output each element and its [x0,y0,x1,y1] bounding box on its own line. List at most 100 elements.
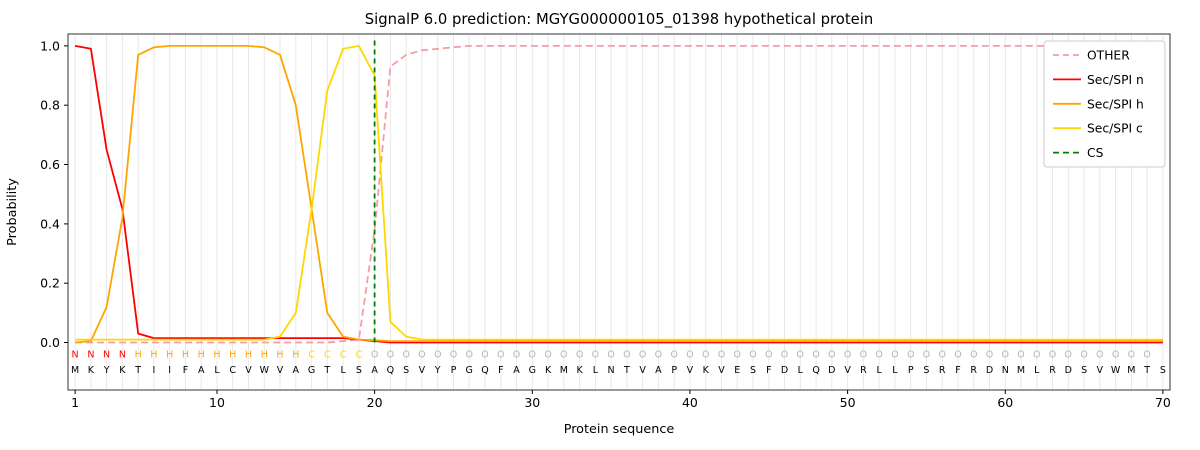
x-tick-label: 20 [367,395,383,410]
region-letter: O [576,349,583,360]
region-letter: O [938,349,945,360]
residue-letter: K [88,365,95,376]
region-letter: O [1096,349,1103,360]
region-letter: O [1049,349,1056,360]
legend-label-h: Sec/SPI h [1087,97,1144,111]
region-letter: H [182,349,189,360]
residue-letter: L [1034,365,1040,376]
region-letter: O [765,349,772,360]
region-letter: O [970,349,977,360]
residue-letter: S [403,365,409,376]
residue-letter: L [876,365,882,376]
residue-letter: S [356,365,362,376]
y-tick-label: 0.8 [40,98,60,113]
region-letter: C [308,349,315,360]
x-tick-label: 70 [1155,395,1171,410]
region-letter: O [544,349,551,360]
region-letter: O [529,349,536,360]
legend-label-n: Sec/SPI n [1087,73,1144,87]
x-tick-label: 40 [682,395,698,410]
residue-letter: R [1049,365,1056,376]
residue-letter: T [1143,365,1150,376]
residue-letter: F [955,365,960,376]
legend-label-other: OTHER [1087,49,1130,63]
residue-letter: L [892,365,898,376]
region-letter: O [812,349,819,360]
region-letter: O [1112,349,1119,360]
region-letter: O [418,349,425,360]
legend-label-cs: CS [1087,146,1104,160]
region-letter: O [450,349,457,360]
residue-letter: R [860,365,867,376]
region-letter: O [465,349,472,360]
x-tick-label: 30 [524,395,540,410]
residue-letter: E [734,365,740,376]
residue-letter: V [718,365,725,376]
region-letter: O [402,349,409,360]
residue-letter: S [1081,365,1087,376]
y-tick-label: 0.2 [40,276,60,291]
region-letter: O [623,349,630,360]
region-letter: O [655,349,662,360]
region-letter: C [356,349,363,360]
region-letter: O [891,349,898,360]
residue-letter: D [986,365,993,376]
region-letter: H [150,349,157,360]
residue-letter: L [340,365,346,376]
legend-label-c: Sec/SPI c [1087,122,1143,136]
y-tick-label: 1.0 [40,38,60,53]
region-letter: H [213,349,220,360]
residue-letter: A [293,365,300,376]
residue-letter: F [766,365,771,376]
region-letter: H [135,349,142,360]
legend: OTHER Sec/SPI n Sec/SPI h Sec/SPI c CS [1043,40,1166,168]
x-tick-label: 10 [209,395,225,410]
region-letter: O [1065,349,1072,360]
region-letter: O [954,349,961,360]
residue-letter: D [1065,365,1072,376]
residue-letter: P [451,365,457,376]
region-letter: O [828,349,835,360]
residue-letter: Y [434,365,441,376]
region-letter: O [497,349,504,360]
residue-letter: W [1111,365,1121,376]
residue-letter: T [134,365,141,376]
region-letter: C [340,349,347,360]
residue-letter: K [545,365,552,376]
region-letter: O [844,349,851,360]
residue-letter: K [576,365,583,376]
grid-lines [74,34,1164,390]
residue-letter: T [623,365,630,376]
x-tick-label: 60 [997,395,1013,410]
residue-letter: S [750,365,756,376]
residue-letter: M [71,365,79,376]
region-letter: O [860,349,867,360]
region-letter: H [245,349,252,360]
y-tick-label: 0.0 [40,335,60,350]
region-letter: O [875,349,882,360]
x-axis-label: Protein sequence [564,422,675,437]
x-tick-label: 50 [840,395,856,410]
y-axis-label: Probability [5,178,20,246]
residue-letter: V [245,365,252,376]
residue-letter: R [939,365,946,376]
chart-layer: 1 10 20 30 40 50 60 700.00.20.40.60.81.0NMNKNYN… [40,33,1171,410]
residue-letter: I [152,365,155,376]
residue-letter: V [419,365,426,376]
series-line-other [75,45,1163,344]
region-letter: C [324,349,331,360]
residue-letter: M [1127,365,1135,376]
region-letter: N [72,349,79,360]
region-letter: O [387,349,394,360]
region-letter: O [434,349,441,360]
residue-letter: R [970,365,977,376]
residue-letter: V [844,365,851,376]
region-letter: O [1002,349,1009,360]
region-letter: O [1128,349,1135,360]
residue-letter: A [655,365,662,376]
region-letter: O [1033,349,1040,360]
residue-letter: F [498,365,503,376]
residue-letter: G [529,365,536,376]
residue-letter: A [198,365,205,376]
